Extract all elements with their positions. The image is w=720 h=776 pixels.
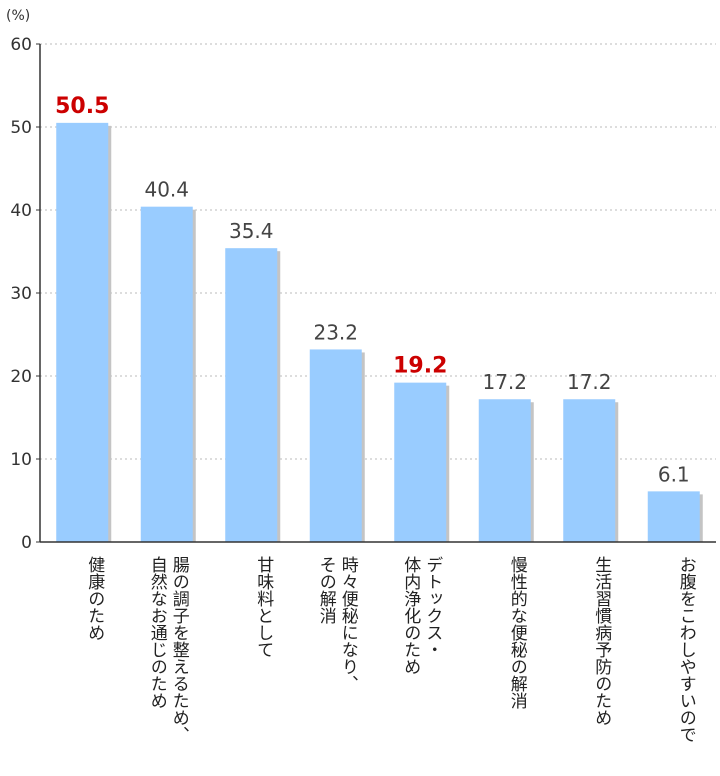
- value-label: 17.2: [567, 370, 612, 394]
- y-unit-label: (%): [6, 8, 30, 24]
- category-label: 甘味料として: [253, 556, 274, 658]
- value-label: 6.1: [658, 462, 690, 486]
- bar: [225, 248, 278, 542]
- y-axis-ticks: 0 10 20 30 40 50 60: [10, 35, 40, 553]
- category-labels: 健康のため 腸の調子を整えるため、自然なお通じのため 甘味料として 時々便秘になり、そ…: [84, 555, 696, 743]
- bar: [647, 491, 700, 542]
- category-label: 生活習慣病予防のため: [591, 556, 612, 726]
- value-labels: 50.5 40.4 35.4 23.2 19.2 17.2 17.2 6.1: [55, 94, 690, 487]
- y-tick-label: 20: [10, 367, 32, 387]
- bar: [563, 399, 616, 542]
- value-label: 35.4: [229, 219, 274, 243]
- y-tick-label: 30: [10, 284, 32, 304]
- value-label: 40.4: [144, 178, 189, 202]
- category-label: 体内浄化のため: [400, 556, 421, 675]
- y-tick-label: 60: [10, 35, 32, 55]
- category-label: その解消: [316, 556, 337, 625]
- value-label: 17.2: [482, 370, 527, 394]
- bar: [56, 122, 109, 542]
- bar: [394, 382, 447, 542]
- y-tick-label: 50: [10, 118, 32, 138]
- value-label-highlighted: 19.2: [393, 354, 447, 379]
- bars: [56, 122, 703, 542]
- y-tick-label: 10: [10, 450, 32, 470]
- category-label: 腸の調子を整えるため、: [169, 556, 190, 743]
- y-tick-label: 0: [21, 533, 32, 553]
- category-label: 自然なお通じのため: [147, 556, 168, 709]
- y-tick-label: 40: [10, 201, 32, 221]
- value-label: 23.2: [313, 320, 358, 344]
- category-label: デトックス・: [422, 556, 442, 658]
- bar: [478, 399, 531, 542]
- category-label: 時々便秘になり、: [338, 556, 359, 692]
- category-label: お腹をこわしやすいので: [676, 556, 697, 743]
- bar: [140, 206, 193, 542]
- category-label: 慢性的な便秘の解消: [507, 555, 528, 710]
- bar: [309, 349, 362, 542]
- value-label-highlighted: 50.5: [55, 94, 109, 119]
- category-label: 健康のため: [84, 556, 105, 641]
